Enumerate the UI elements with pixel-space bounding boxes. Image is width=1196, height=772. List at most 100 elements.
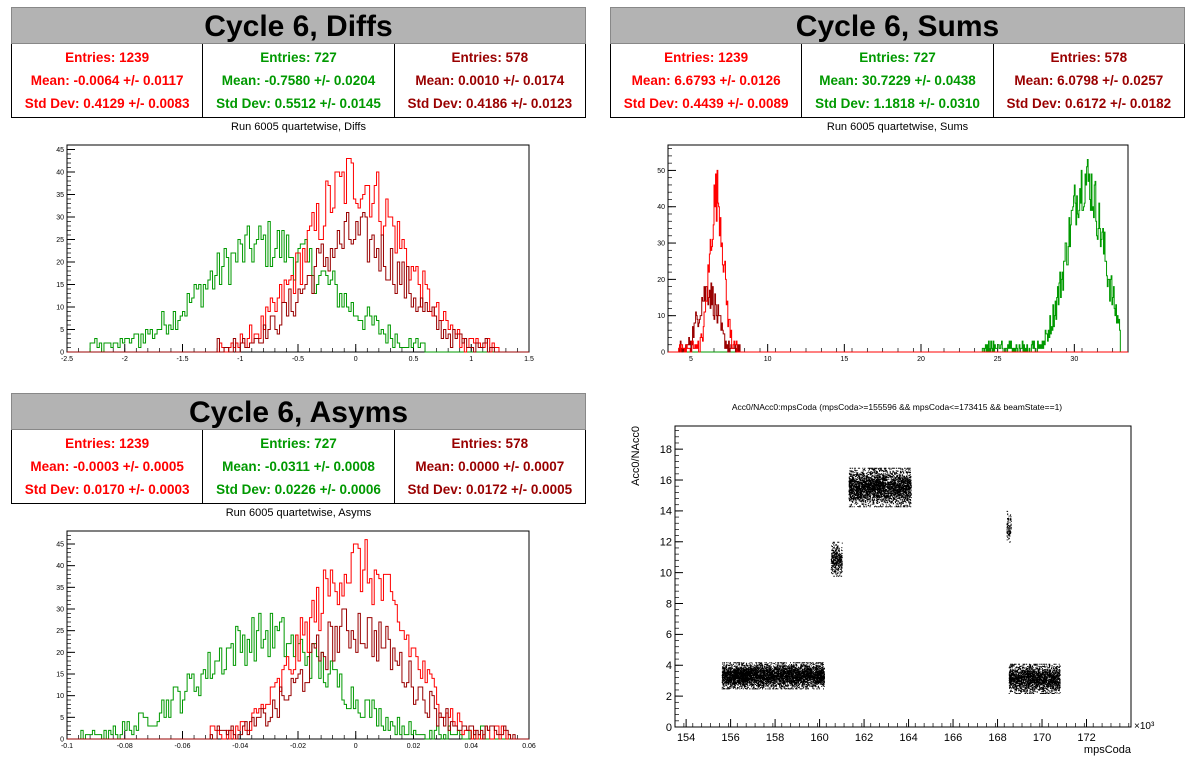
histogram-series: [668, 159, 1128, 353]
histogram-series: [67, 612, 529, 740]
asyms-stats-green: Entries: 727 Mean: -0.0311 +/- 0.0008 St…: [202, 430, 393, 503]
sums-stats-red: Entries: 1239 Mean: 6.6793 +/- 0.0126 St…: [611, 44, 801, 117]
y-tick-label: 16: [660, 475, 672, 487]
scatter-cluster: [1008, 663, 1061, 694]
stat-mean: Mean: -0.0311 +/- 0.0008: [222, 459, 375, 474]
y-tick-label: 40: [56, 169, 64, 176]
y-tick-label: 8: [666, 598, 672, 610]
sums-stats-darkred: Entries: 578 Mean: 6.0798 +/- 0.0257 Std…: [992, 44, 1184, 117]
stat-entries: Entries: 578: [1050, 50, 1128, 65]
x-tick-label: 1.5: [524, 356, 534, 363]
stat-mean: Mean: -0.0003 +/- 0.0005: [30, 459, 184, 474]
x-tick-label: 0.5: [409, 356, 419, 363]
y-tick-label: 6: [666, 629, 672, 641]
x-tick-label: 1: [469, 356, 473, 363]
y-tick-label: 25: [56, 237, 64, 244]
x-tick-label: 15: [840, 356, 848, 363]
sums-subtitle: Run 6005 quartetwise, Sums: [826, 121, 969, 133]
x-tick-label: 0.06: [522, 743, 536, 750]
y-tick-label: 0: [666, 722, 672, 734]
y-tick-label: 40: [657, 204, 665, 211]
x-tick-label: -1.5: [176, 356, 188, 363]
asyms-stats-box: Entries: 1239 Mean: -0.0003 +/- 0.0005 S…: [11, 430, 586, 504]
stat-entries: Entries: 1239: [664, 50, 749, 65]
x-tick-label: -0.04: [232, 743, 248, 750]
y-tick-label: 10: [657, 313, 665, 320]
y-tick-label: 18: [660, 444, 672, 456]
x-tick-label: -1: [237, 356, 243, 363]
y-axis-label: Acc0/NAcc0: [630, 426, 642, 486]
x-tick-label: -0.02: [290, 743, 306, 750]
y-tick-label: 50: [657, 168, 665, 175]
x-axis-exponent: ×10³: [1134, 721, 1155, 732]
y-tick-label: 45: [56, 541, 64, 548]
y-tick-label: 40: [56, 563, 64, 570]
x-tick-label: -0.5: [292, 356, 304, 363]
stat-entries: Entries: 727: [260, 436, 337, 451]
stat-mean: Mean: 6.6793 +/- 0.0126: [631, 73, 781, 88]
scatter-cluster: [721, 662, 825, 690]
x-tick-label: 154: [677, 732, 695, 744]
x-tick-label: 162: [855, 732, 873, 744]
x-tick-label: 30: [1070, 356, 1078, 363]
x-tick-label: -0.06: [175, 743, 191, 750]
asyms-stats-red: Entries: 1239 Mean: -0.0003 +/- 0.0005 S…: [12, 430, 202, 503]
y-tick-label: 15: [56, 671, 64, 678]
x-tick-label: -0.08: [117, 743, 133, 750]
y-tick-label: 10: [56, 693, 64, 700]
asyms-title: Cycle 6, Asyms: [11, 393, 586, 430]
x-tick-label: 158: [766, 732, 784, 744]
x-tick-label: 168: [988, 732, 1006, 744]
x-tick-label: 0.02: [407, 743, 421, 750]
scatter-points: [721, 467, 1061, 694]
histogram-series: [67, 212, 529, 353]
x-tick-label: 25: [994, 356, 1002, 363]
stat-std: Std Dev: 0.6172 +/- 0.0182: [1006, 96, 1172, 111]
scatter-cluster: [848, 467, 912, 508]
x-tick-label: 0: [354, 743, 358, 750]
diffs-histogram: -2.5 -2 -1.5 -1 -0.5 0 0.5 1 1.5 0 5 10 15 20 25 30 35 40…: [56, 144, 534, 363]
stat-entries: Entries: 578: [451, 436, 529, 451]
stat-std: Std Dev: 0.4439 +/- 0.0089: [623, 96, 789, 111]
histogram-series: [67, 221, 529, 353]
x-tick-label: 166: [944, 732, 962, 744]
stat-std: Std Dev: 0.5512 +/- 0.0145: [216, 96, 381, 111]
stat-entries: Entries: 1239: [65, 50, 150, 65]
y-tick-label: 4: [666, 660, 672, 672]
sums-histogram: 5 10 15 20 25 30 0 10 20 30 40 50: [657, 144, 1129, 363]
y-tick-label: 14: [660, 506, 672, 518]
x-tick-label: 170: [1033, 732, 1051, 744]
scatter-title: Acc0/NAcc0:mpsCoda (mpsCoda>=155596 && m…: [731, 402, 1063, 412]
y-tick-label: 20: [657, 277, 665, 284]
stat-entries: Entries: 727: [260, 50, 337, 65]
y-tick-label: 0: [661, 349, 665, 356]
stat-entries: Entries: 578: [451, 50, 529, 65]
plot-frame: [674, 425, 1132, 728]
stat-mean: Mean: 6.0798 +/- 0.0257: [1014, 73, 1164, 88]
y-tick-label: 20: [56, 259, 64, 266]
y-tick-label: 35: [56, 585, 64, 592]
stat-std: Std Dev: 0.0170 +/- 0.0003: [24, 482, 190, 497]
x-tick-label: -2.5: [61, 356, 73, 363]
stat-mean: Mean: 0.0000 +/- 0.0007: [415, 459, 565, 474]
x-tick-label: 160: [810, 732, 828, 744]
y-tick-label: 20: [56, 650, 64, 657]
scatter-plot: 154 156 158 160 162 164 166 168 170 172 0 2 4 6 8 10 12 1…: [630, 425, 1155, 756]
plot-frame: [667, 144, 1129, 353]
asyms-histogram: -0.1 -0.08 -0.06 -0.04 -0.02 0 0.02 0.04 0.06 0 5 1…: [56, 530, 536, 750]
diffs-stats-red: Entries: 1239 Mean: -0.0064 +/- 0.0117 S…: [12, 44, 202, 117]
stat-mean: Mean: 30.7229 +/- 0.0438: [819, 73, 976, 88]
histogram-series: [67, 539, 529, 740]
stat-std: Std Dev: 0.4186 +/- 0.0123: [407, 96, 573, 111]
x-tick-label: 0.04: [464, 743, 478, 750]
stat-std: Std Dev: 0.0172 +/- 0.0005: [407, 482, 573, 497]
diffs-stats-green: Entries: 727 Mean: -0.7580 +/- 0.0204 St…: [202, 44, 393, 117]
diffs-subtitle: Run 6005 quartetwise, Diffs: [231, 121, 366, 133]
diffs-stats-box: Entries: 1239 Mean: -0.0064 +/- 0.0117 S…: [11, 44, 586, 118]
histogram-series: [67, 608, 529, 740]
sums-title: Cycle 6, Sums: [610, 7, 1185, 44]
stat-entries: Entries: 1239: [65, 436, 150, 451]
sums-stats-box: Entries: 1239 Mean: 6.6793 +/- 0.0126 St…: [610, 44, 1185, 118]
stat-entries: Entries: 727: [859, 50, 936, 65]
x-tick-label: 164: [899, 732, 917, 744]
